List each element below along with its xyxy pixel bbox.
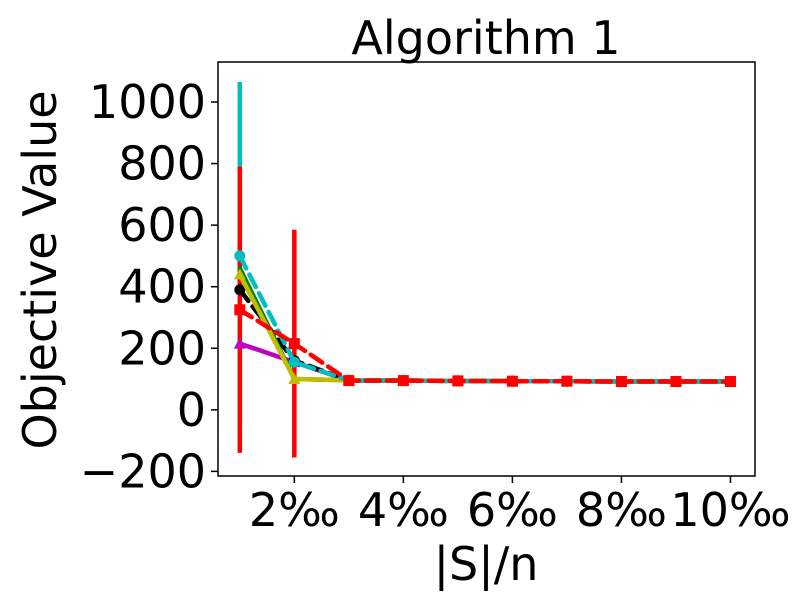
series-5-point [397, 375, 409, 387]
y-tick-label: 600 [118, 198, 206, 252]
series-4-point [288, 356, 300, 368]
series-5-point [506, 375, 518, 387]
x-tick-label: 6‰ [467, 483, 558, 537]
series-5-point [615, 376, 627, 388]
series-line-4 [237, 253, 733, 384]
y-tick-label: 200 [118, 321, 206, 375]
x-tick-label: 8‰ [576, 483, 667, 537]
y-tick-label: 800 [118, 137, 206, 191]
series-4-point [234, 250, 246, 262]
series-line-2 [237, 265, 733, 384]
plot-frame [217, 61, 756, 477]
plot-marks [233, 82, 737, 458]
x-tick-label: 2‰ [249, 483, 340, 537]
series-0-point [233, 337, 246, 349]
series-5-point [288, 338, 300, 350]
chart-title: Algorithm 1 [351, 11, 620, 65]
x-tick-label: 4‰ [358, 483, 449, 537]
series-5-point [670, 376, 682, 388]
series-5-point [452, 375, 464, 387]
y-tick-label: 400 [118, 260, 206, 314]
series-line-0 [237, 341, 733, 384]
y-tick-label: 0 [177, 383, 206, 437]
series-3-point [233, 268, 246, 280]
series-5-point [561, 375, 573, 387]
series-5-point [234, 304, 246, 316]
series-5-point [724, 376, 736, 388]
x-tick-label: 10‰ [670, 483, 790, 537]
y-tick-label: −200 [80, 444, 206, 498]
series-line-5 [237, 307, 733, 384]
series-3-point [288, 373, 301, 385]
y-axis-label: Objective Value [13, 90, 67, 449]
series-5-point [343, 375, 355, 387]
x-axis-label: |S|/n [434, 537, 539, 592]
y-tick-label: 1000 [89, 75, 206, 129]
series-1-point [234, 284, 246, 296]
axis-ticks: −200 0 200 400 600 800 1000 2‰ 4‰ 6‰ 8‰ 10‰ [80, 75, 791, 537]
